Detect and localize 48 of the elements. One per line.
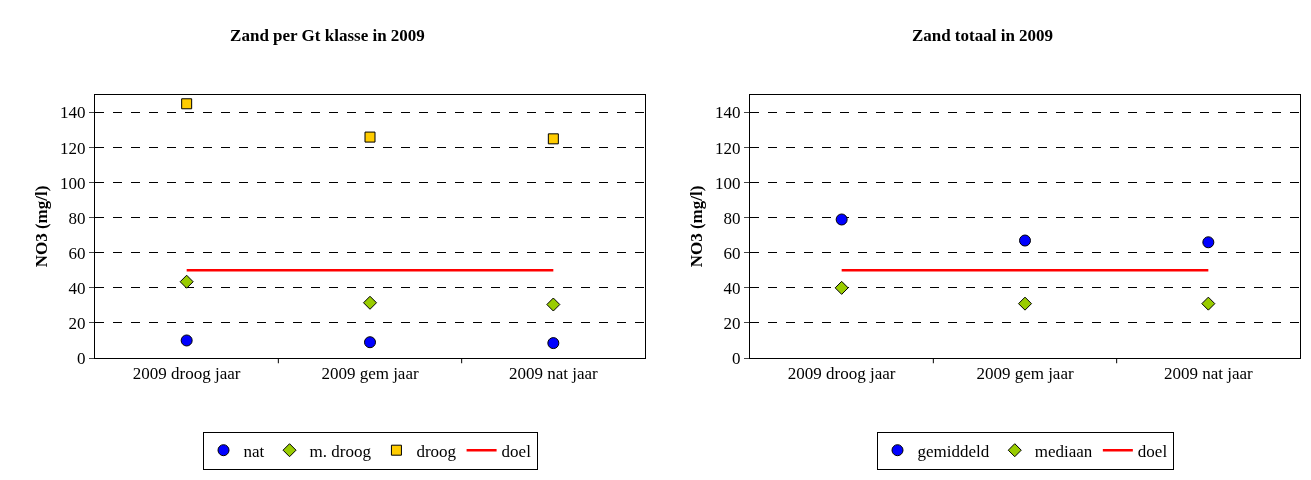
point	[835, 213, 848, 226]
y-tick-label: 80	[68, 208, 86, 228]
y-tick-label: 120	[60, 138, 86, 158]
y-tick-label: 20	[723, 313, 741, 333]
x-tick-label: 2009 droog jaar	[787, 364, 896, 384]
x-tick-label: 2009 nat jaar	[1163, 364, 1254, 384]
point	[547, 133, 559, 145]
y-tick-label: 20	[68, 313, 86, 333]
legend-label: doel	[501, 441, 532, 461]
legend-label: droog	[416, 441, 457, 461]
point	[546, 297, 561, 312]
x-tick-label: 2009 gem jaar	[321, 364, 419, 384]
point	[1018, 296, 1032, 311]
y-tick-label: 60	[68, 243, 86, 263]
y-tick-label: 140	[60, 103, 86, 123]
point	[363, 295, 377, 310]
y-tick-label: 40	[723, 278, 741, 298]
legend-label: mediaan	[1034, 441, 1093, 461]
point	[364, 131, 376, 143]
point	[834, 280, 849, 295]
point	[364, 336, 376, 349]
legend-label: doel	[1137, 441, 1168, 461]
y-tick-label: 80	[723, 208, 741, 228]
point	[181, 98, 193, 110]
x-tick-label: 2009 nat jaar	[508, 364, 599, 384]
point	[180, 334, 193, 347]
legend-label: nat	[243, 441, 265, 461]
x-tick-label: 2009 droog jaar	[132, 364, 241, 384]
legend-label: m. droog	[309, 441, 372, 461]
y-tick-label: 0	[732, 348, 741, 368]
point	[547, 337, 560, 350]
y-axis-title: NO3 (mg/l)	[31, 185, 51, 268]
y-tick-label: 40	[68, 278, 86, 298]
chart-title: Zand per Gt klasse in 2009	[230, 25, 425, 45]
y-tick-label: 120	[715, 138, 741, 158]
point	[179, 274, 194, 289]
y-tick-label: 100	[715, 173, 741, 193]
point	[1202, 236, 1215, 249]
point	[1019, 234, 1031, 247]
chart-title: Zand totaal in 2009	[911, 25, 1054, 45]
y-tick-label: 140	[715, 103, 741, 123]
x-tick-label: 2009 gem jaar	[976, 364, 1074, 384]
y-tick-label: 100	[60, 173, 86, 193]
point	[1201, 296, 1216, 311]
y-tick-label: 60	[723, 243, 741, 263]
y-tick-label: 0	[77, 348, 86, 368]
legend-label: gemiddeld	[917, 441, 990, 461]
y-axis-title: NO3 (mg/l)	[686, 185, 706, 268]
